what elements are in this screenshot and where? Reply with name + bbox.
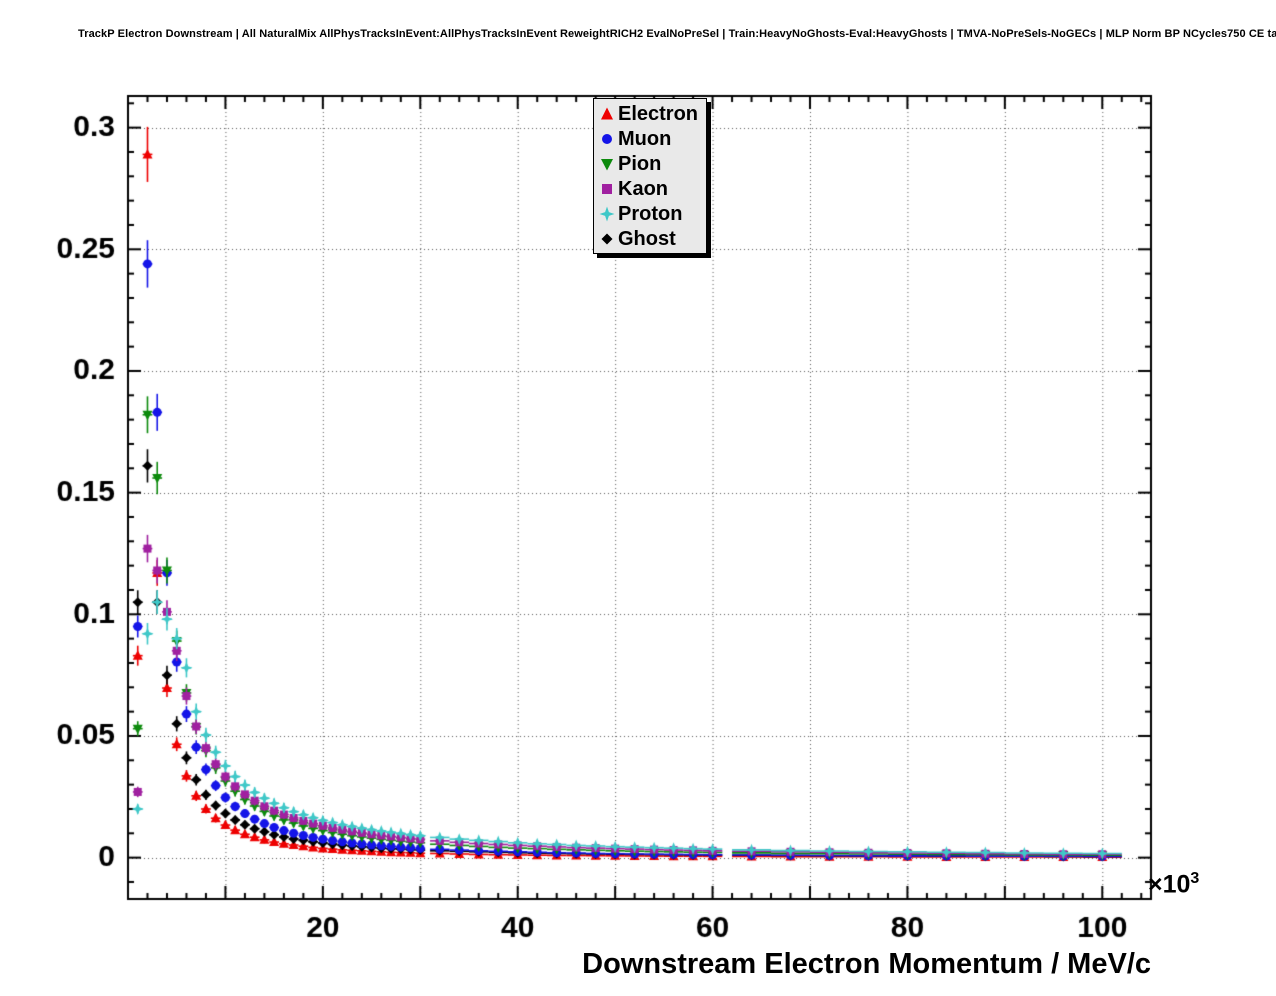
legend-entry-kaon: Kaon <box>596 176 698 201</box>
legend-entry-proton: Proton <box>596 201 698 226</box>
legend: Electron Muon Pion Kaon Proton Ghost <box>593 98 708 254</box>
legend-entry-electron: Electron <box>596 101 698 126</box>
legend-label-electron: Electron <box>618 102 699 125</box>
x-axis-multiplier-exponent: 3 <box>1190 870 1200 887</box>
x-axis-multiplier-base: ×10 <box>1148 870 1191 899</box>
legend-label-muon: Muon <box>618 127 672 150</box>
legend-label-proton: Proton <box>618 202 683 225</box>
x-axis-multiplier: ×103 <box>1148 870 1199 899</box>
muon-marker-icon <box>596 130 618 148</box>
legend-entry-pion: Pion <box>596 151 698 176</box>
kaon-marker-icon <box>596 180 618 198</box>
ghost-marker-icon <box>596 230 618 248</box>
proton-marker-icon <box>596 205 618 223</box>
electron-marker-icon <box>596 105 618 123</box>
x-axis-title: Downstream Electron Momentum / MeV/c <box>582 948 1151 980</box>
legend-entry-ghost: Ghost <box>596 226 698 251</box>
pion-marker-icon <box>596 155 618 173</box>
legend-label-pion: Pion <box>618 152 662 175</box>
plot-title: TrackP Electron Downstream | All Natural… <box>78 28 1276 40</box>
legend-entry-muon: Muon <box>596 126 698 151</box>
legend-label-ghost: Ghost <box>618 227 676 250</box>
legend-label-kaon: Kaon <box>618 177 668 200</box>
